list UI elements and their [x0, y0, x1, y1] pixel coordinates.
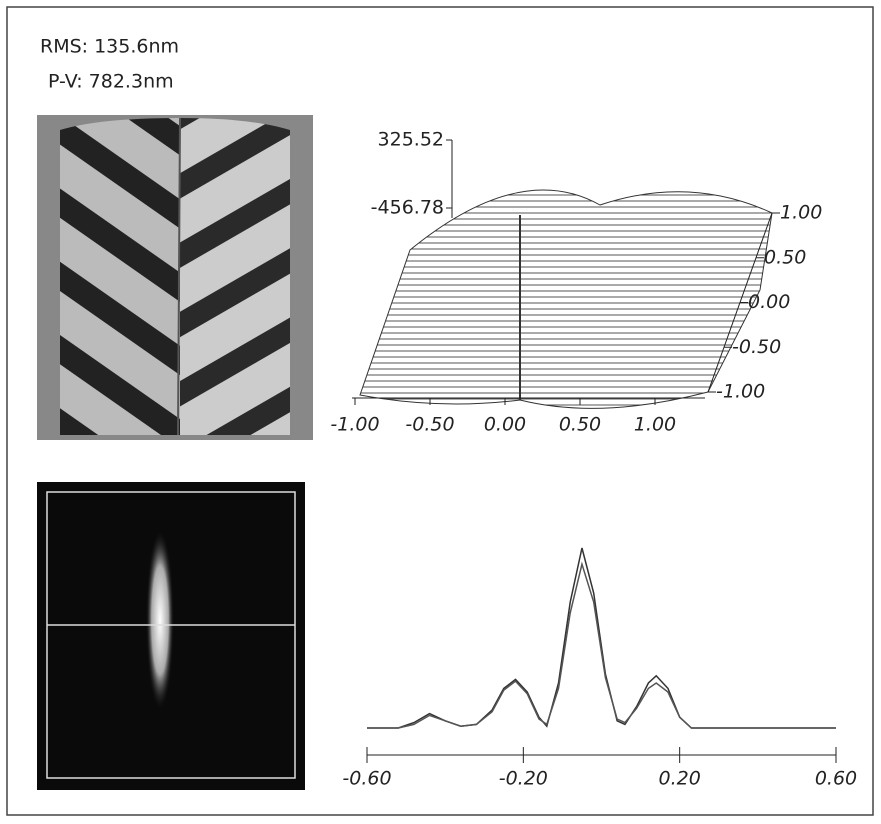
y-tick-label: -1.00 [716, 381, 765, 403]
rms: RMS: 135.6nm [40, 36, 179, 58]
x-tick-label: -0.20 [499, 768, 548, 790]
z-tick-label: 325.52 [378, 129, 444, 151]
x-tick-label: 1.00 [634, 414, 676, 436]
x-tick-label: 0.00 [484, 414, 526, 436]
x-tick-label: -1.00 [330, 414, 379, 436]
x-tick-label: 0.50 [559, 414, 601, 436]
profile-line [367, 561, 836, 729]
x-tick-label: -0.50 [405, 414, 454, 436]
y-tick-label: 0.00 [748, 291, 790, 313]
y-tick-label: 1.00 [780, 202, 822, 224]
y-tick-label: 0.50 [764, 246, 806, 268]
x-tick-label: 0.20 [659, 768, 701, 790]
fringe-image [37, 115, 313, 440]
x-tick-label: -0.60 [342, 768, 391, 790]
pv: P-V: 782.3nm [48, 71, 174, 93]
x-tick-label: 0.60 [815, 768, 857, 790]
y-tick-label: -0.50 [732, 336, 781, 358]
surface [359, 189, 773, 409]
z-tick-label: -456.78 [371, 197, 444, 219]
psf-image [37, 482, 305, 790]
